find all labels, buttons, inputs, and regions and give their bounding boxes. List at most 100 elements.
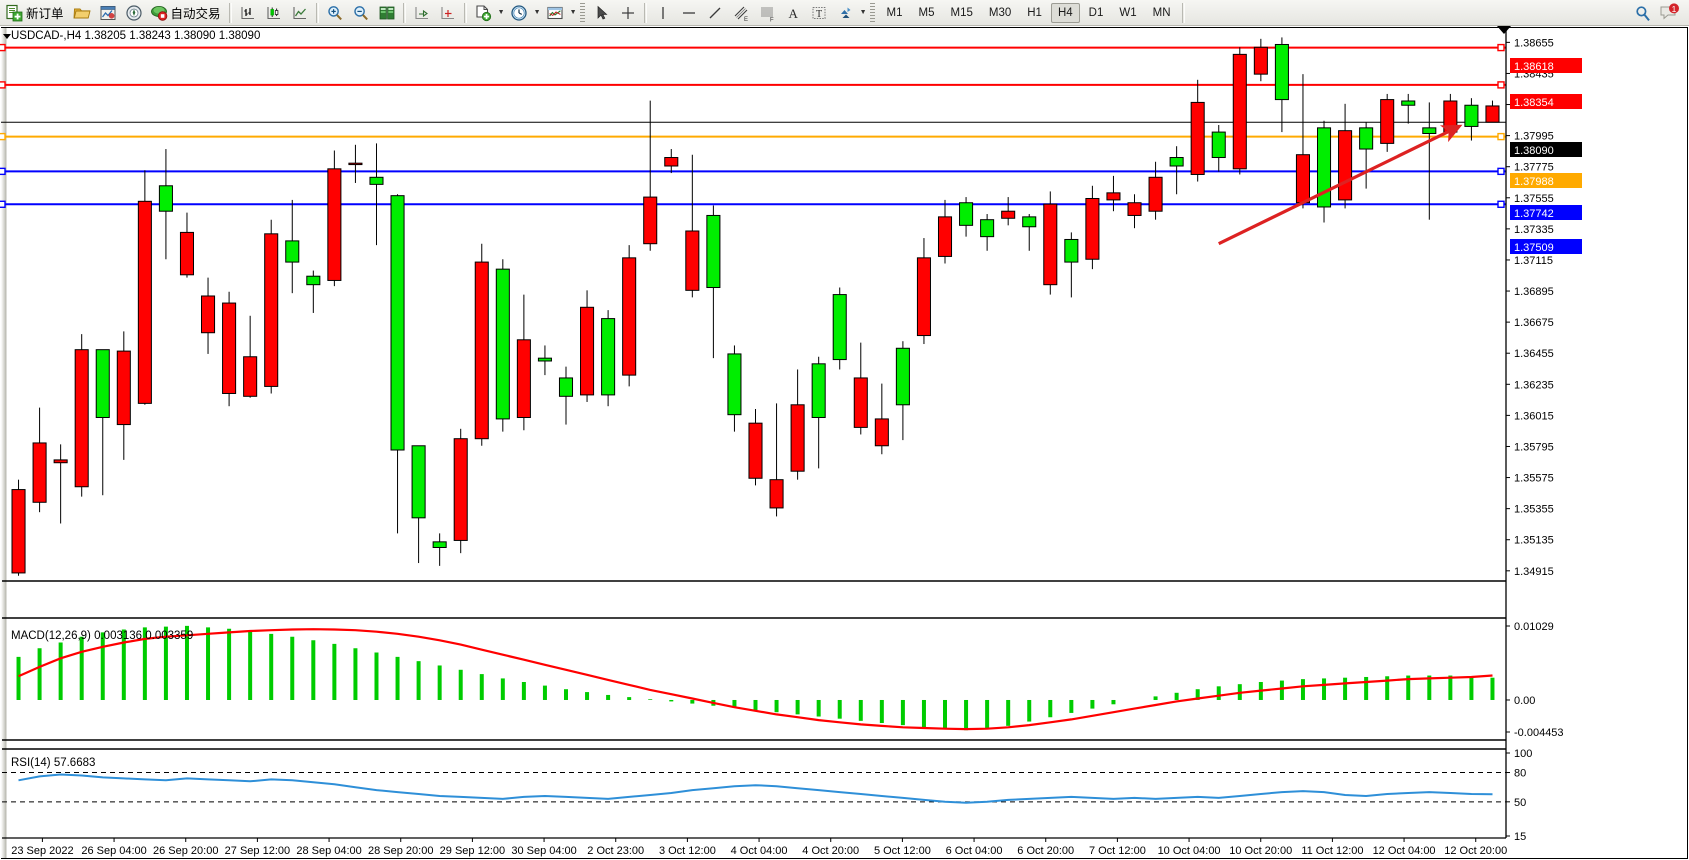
price-scale[interactable]: 1.386551.384351.382151.379951.377751.375… [1505, 28, 1582, 838]
candle[interactable] [432, 533, 447, 566]
candle[interactable] [11, 479, 26, 576]
candle[interactable] [369, 143, 384, 246]
candle[interactable] [327, 150, 342, 287]
line-chart-button[interactable] [288, 2, 312, 24]
price-tag[interactable] [1510, 173, 1582, 188]
search-button[interactable] [1630, 2, 1654, 24]
price-tag[interactable] [1510, 239, 1582, 254]
candle[interactable] [1211, 125, 1226, 172]
candle[interactable] [1401, 93, 1416, 124]
candle[interactable] [53, 444, 68, 524]
candle[interactable] [495, 259, 510, 432]
candle[interactable] [1022, 214, 1037, 251]
candle[interactable] [74, 334, 89, 497]
chart-canvas[interactable]: 0.01029 0.00 -0.004453 100 80 50 15 1.38655 1.… [0, 26, 1689, 860]
candle[interactable] [1295, 74, 1310, 209]
candle[interactable] [1380, 93, 1395, 152]
candle[interactable] [1232, 47, 1247, 175]
candle[interactable] [1001, 197, 1016, 226]
period-button[interactable] [507, 2, 531, 24]
candle[interactable] [1485, 100, 1500, 123]
auto-scroll-button[interactable] [436, 2, 460, 24]
candle[interactable] [874, 383, 889, 455]
chart-left-scroll-grip[interactable] [1, 28, 7, 858]
candle[interactable] [895, 341, 910, 441]
level-handle-resistance-upper[interactable] [1497, 43, 1505, 52]
timeframe-d1[interactable]: D1 [1088, 6, 1104, 19]
cursor-button[interactable] [590, 2, 614, 24]
timeframe-m30[interactable]: M30 [988, 6, 1012, 19]
candle[interactable] [264, 219, 279, 394]
pane-collapse-marker[interactable] [1497, 26, 1511, 34]
price-pane[interactable] [0, 37, 1506, 582]
candle[interactable] [1148, 161, 1163, 220]
horizontal-line-button[interactable] [677, 2, 701, 24]
level-handle-left-resistance-lower[interactable] [0, 81, 6, 89]
candle[interactable] [95, 349, 110, 496]
level-handle-pivot[interactable] [1497, 132, 1505, 141]
tile-windows-button[interactable] [375, 2, 399, 24]
trend-arrow[interactable] [1218, 124, 1463, 246]
new-chart-dropdown-arrow[interactable]: ▼ [497, 9, 505, 16]
candle[interactable] [179, 212, 195, 278]
candle[interactable] [937, 199, 953, 264]
candle[interactable] [622, 245, 637, 387]
candle[interactable] [790, 369, 805, 480]
candle[interactable] [453, 428, 468, 554]
candle[interactable] [1169, 146, 1184, 195]
navigator-button[interactable] [122, 2, 146, 24]
candle[interactable] [306, 270, 321, 313]
candle[interactable] [959, 197, 974, 237]
text-button[interactable]: A [781, 2, 805, 24]
crosshair-button[interactable] [616, 2, 640, 24]
candle[interactable] [390, 194, 405, 534]
templates-button[interactable] [543, 2, 567, 24]
trendline-button[interactable] [703, 2, 727, 24]
equidistant-channel-button[interactable]: E [729, 2, 753, 24]
candle[interactable] [537, 345, 552, 376]
candle[interactable] [558, 366, 574, 425]
candle[interactable] [916, 238, 931, 345]
candle[interactable] [601, 310, 616, 407]
market-watch-button[interactable] [70, 2, 94, 24]
bar-chart-button[interactable] [236, 2, 260, 24]
timeframe-m5[interactable]: M5 [918, 6, 935, 19]
rsi-pane[interactable]: 100 80 50 15 [2, 748, 1532, 843]
candle[interactable] [474, 243, 489, 446]
candle[interactable] [1064, 232, 1079, 298]
level-handle-left-support-lower[interactable] [0, 200, 6, 208]
level-handle-left-support-upper[interactable] [0, 167, 6, 176]
candle[interactable] [980, 214, 995, 251]
level-handle-left-pivot[interactable] [0, 132, 6, 141]
auto-trading-button[interactable]: 自动交易 [148, 2, 225, 24]
timeframe-w1[interactable]: W1 [1119, 6, 1137, 19]
candle[interactable] [32, 407, 47, 513]
timeframe-h4[interactable]: H4 [1050, 2, 1080, 23]
price-tag[interactable] [1510, 205, 1582, 220]
level-handle-resistance-lower[interactable] [1497, 81, 1505, 89]
candle[interactable] [706, 205, 721, 359]
candle[interactable] [201, 277, 216, 354]
period-dropdown-arrow[interactable]: ▼ [533, 9, 541, 16]
candle[interactable] [1085, 185, 1100, 270]
timeframe-mn[interactable]: MN [1152, 6, 1171, 19]
new-chart-button[interactable] [471, 2, 495, 24]
candle[interactable] [811, 356, 826, 469]
candle[interactable] [1359, 122, 1374, 189]
candle[interactable] [685, 154, 700, 298]
candle[interactable] [664, 149, 679, 174]
candle[interactable] [516, 294, 531, 431]
candle[interactable] [1190, 79, 1205, 182]
candle[interactable] [1338, 103, 1353, 209]
candle[interactable] [643, 100, 658, 251]
macd-pane[interactable]: 0.01029 0.00 -0.004453 [2, 617, 1564, 741]
arrows-dropdown-arrow[interactable]: ▼ [859, 9, 867, 16]
chart-collapse-triangle[interactable] [3, 34, 11, 39]
candle[interactable] [137, 170, 152, 405]
level-handle-support-upper[interactable] [1497, 167, 1505, 176]
candle[interactable] [158, 149, 173, 260]
notifications-button[interactable]: 1 [1656, 2, 1684, 24]
level-handle-support-lower[interactable] [1497, 200, 1505, 208]
text-label-button[interactable]: T [807, 2, 831, 24]
candle[interactable] [285, 199, 300, 294]
